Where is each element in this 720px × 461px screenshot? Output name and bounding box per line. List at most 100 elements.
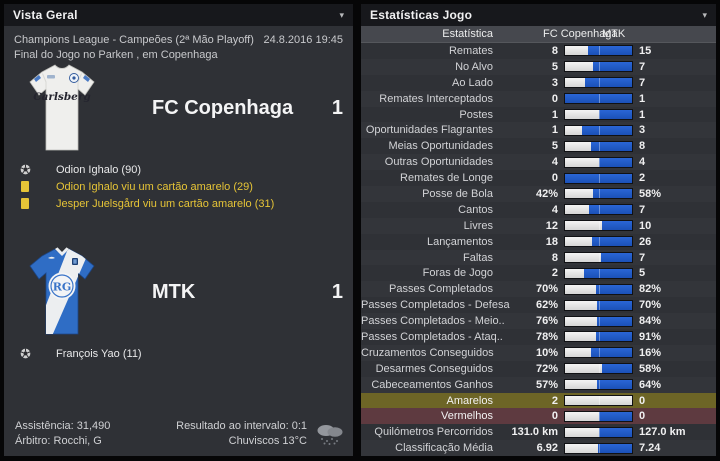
stat-bar (564, 188, 633, 200)
stat-home-value: 78% (535, 330, 558, 343)
stat-home-value: 5 (551, 140, 558, 153)
stat-away-value: 7.24 (639, 442, 661, 455)
stats-panel-titlebar[interactable]: Estatísticas Jogo ▾ (361, 4, 716, 26)
stat-away-value: 7 (639, 251, 646, 264)
yellow-card-icon (19, 198, 31, 209)
stat-away-value: 26 (639, 235, 652, 248)
away-team-events: François Yao (11) (4, 345, 353, 362)
stat-away-value: 91% (639, 330, 662, 343)
home-column-label: FC Copenhaga (543, 28, 618, 40)
chevron-down-icon[interactable]: ▾ (339, 9, 344, 20)
stat-bar (564, 204, 633, 216)
stat-label: Livres (463, 219, 493, 232)
home-team-name[interactable]: FC Copenhaga (152, 96, 294, 119)
stat-bar (564, 283, 633, 295)
stat-home-value: 18 (545, 235, 558, 248)
stat-row: Outras Oportunidades 4 4 (361, 154, 716, 170)
away-team-row: RG MTK 1 (4, 240, 353, 344)
stat-away-value: 5 (639, 267, 646, 280)
event-text[interactable]: Odion Ighalo (90) (56, 163, 141, 176)
stat-label: Cabeceamentos Ganhos (371, 378, 493, 391)
stat-row: Vermelhos 0 0 (361, 408, 716, 425)
stat-bar (564, 395, 633, 407)
stat-bar (564, 363, 633, 375)
yellow-card-icon (19, 181, 31, 192)
stat-label: Amarelos (446, 394, 493, 407)
stat-label: Quilómetros Percorridos (374, 426, 493, 439)
stat-label: No Alvo (455, 60, 493, 73)
stat-away-value: 2 (639, 172, 646, 185)
home-team-events: Odion Ighalo (90) Odion Ighalo viu um car… (4, 161, 353, 212)
event-text[interactable]: Odion Ighalo viu um cartão amarelo (29) (56, 180, 253, 193)
event-text[interactable]: Jesper Juelsgård viu um cartão amarelo (… (56, 197, 275, 210)
stat-away-value: 7 (639, 76, 646, 89)
overview-panel-title: Vista Geral (13, 8, 78, 22)
stats-column-header: Estatística FC Copenhaga MTK (361, 26, 716, 43)
stat-bar (564, 252, 633, 264)
stat-label: Postes (459, 108, 493, 121)
match-subheader: Champions League - Campeões (2ª Mão Play… (4, 26, 353, 63)
stat-away-value: 58% (639, 187, 662, 200)
overview-panel-titlebar[interactable]: Vista Geral ▾ (4, 4, 353, 26)
stat-home-value: 0 (551, 92, 558, 105)
stat-away-value: 7 (639, 203, 646, 216)
stat-row: Passes Completados - Meio.. 76% 84% (361, 313, 716, 329)
stat-row: Remates 8 15 (361, 43, 716, 59)
stat-home-value: 4 (551, 203, 558, 216)
stat-bar (564, 45, 633, 57)
stat-away-value: 10 (639, 219, 652, 232)
home-team-score: 1 (331, 96, 343, 119)
chevron-down-icon[interactable]: ▾ (702, 9, 707, 20)
stat-home-value: 12 (545, 219, 558, 232)
stat-label: Outras Oportunidades (384, 156, 493, 169)
stat-label: Cantos (458, 203, 493, 216)
away-team-name[interactable]: MTK (152, 280, 196, 303)
halftime-score-label: Resultado ao intervalo: 0:1 (176, 420, 307, 432)
stat-home-value: 62% (535, 299, 558, 312)
stat-away-value: 127.0 km (639, 426, 686, 439)
stat-bar (564, 299, 633, 311)
stat-row: Cabeceamentos Ganhos 57% 64% (361, 377, 716, 393)
stat-label: Vermelhos (441, 410, 493, 423)
match-event: François Yao (11) (4, 345, 353, 362)
stat-home-value: 2 (551, 394, 558, 407)
stat-home-value: 72% (535, 362, 558, 375)
stat-away-value: 16% (639, 346, 662, 359)
stat-row: Livres 12 10 (361, 218, 716, 234)
stat-row: Amarelos 2 0 (361, 392, 716, 409)
stat-row: No Alvo 5 7 (361, 59, 716, 75)
overview-panel: Vista Geral ▾ Champions League - Campeõe… (4, 4, 353, 456)
home-team-row: Carlsberg FC Copenhaga 1 (4, 56, 353, 160)
match-status-line: Final do Jogo no Parken , em Copenhaga (14, 49, 218, 61)
stat-bar (564, 172, 633, 184)
stat-bar (564, 347, 633, 359)
stat-home-value: 0 (551, 410, 558, 423)
stat-row: Cruzamentos Conseguidos 10% 16% (361, 345, 716, 361)
stat-away-value: 15 (639, 44, 652, 57)
match-event: Odion Ighalo (90) (4, 161, 353, 178)
svg-text:RG: RG (53, 281, 72, 294)
stat-label: Passes Completados - Defesa (361, 299, 510, 312)
stat-row: Quilómetros Percorridos 131.0 km 127.0 km (361, 424, 716, 440)
event-text[interactable]: François Yao (11) (56, 347, 142, 360)
stat-home-value: 76% (535, 315, 558, 328)
stat-label: Passes Completados (389, 283, 493, 296)
rain-cloud-icon (313, 422, 347, 446)
stat-home-value: 57% (535, 378, 558, 391)
stat-label: Passes Completados - Ataq.. (361, 330, 503, 343)
stat-home-value: 4 (551, 156, 558, 169)
away-team-score: 1 (331, 280, 343, 303)
stat-away-value: 58% (639, 362, 662, 375)
stat-row: Remates Interceptados 0 1 (361, 91, 716, 107)
stat-row: Remates de Longe 0 2 (361, 170, 716, 186)
stat-bar (564, 442, 633, 454)
stat-bar (564, 220, 633, 232)
stat-label: Cruzamentos Conseguidos (361, 346, 494, 359)
stat-bar (564, 267, 633, 279)
stat-away-value: 4 (639, 156, 646, 169)
stat-home-value: 1 (551, 108, 558, 121)
stat-label: Classificação Média (395, 442, 493, 455)
stat-row: Passes Completados 70% 82% (361, 281, 716, 297)
stat-label: Remates Interceptados (379, 92, 493, 105)
